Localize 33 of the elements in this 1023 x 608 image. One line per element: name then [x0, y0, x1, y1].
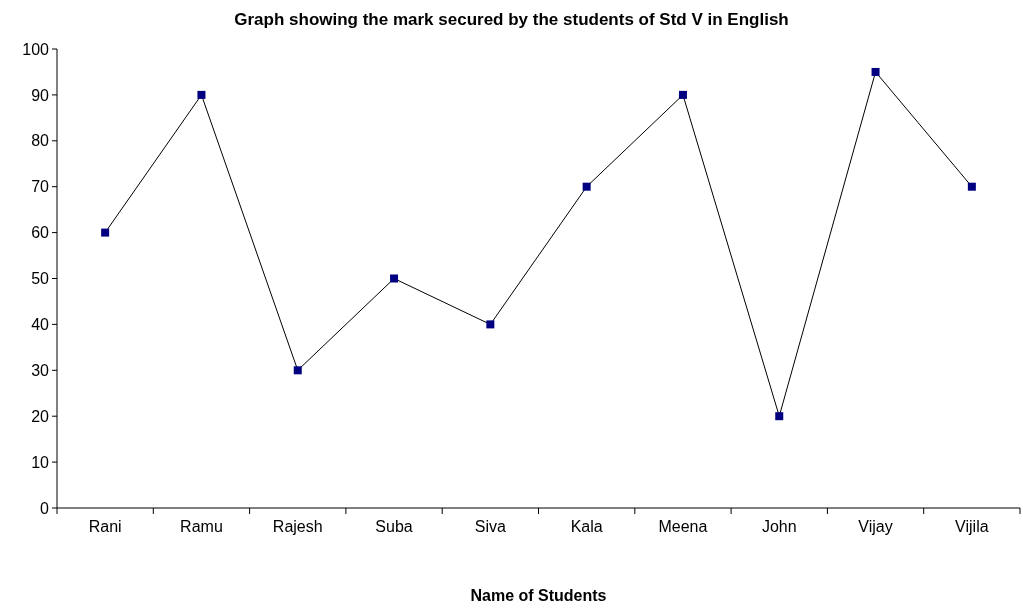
x-tick-label: Suba [375, 518, 413, 535]
y-tick-label: 50 [31, 270, 50, 288]
y-tick-label: 20 [31, 407, 50, 425]
y-tick-label: 80 [31, 132, 50, 150]
point [871, 67, 880, 76]
x-tick-label: Vijila [955, 518, 989, 535]
point [582, 182, 591, 191]
x-tick-label: Rani [88, 518, 122, 535]
y-tick-label: 0 [40, 499, 50, 517]
y-tick-label: 60 [31, 224, 50, 242]
point [678, 90, 687, 99]
y-tick-label: 30 [31, 361, 50, 379]
y-tick-label: 40 [31, 316, 50, 333]
y-tick-label: 10 [31, 453, 50, 471]
x-tick-label: Siva [474, 518, 507, 535]
point [390, 274, 399, 283]
x-axis-title: Name of Students [470, 587, 607, 604]
x-tick-label: Vijay [858, 518, 893, 535]
point [101, 228, 110, 237]
point [293, 366, 302, 375]
point [486, 320, 495, 329]
point [197, 90, 206, 99]
x-tick-label: Kala [570, 518, 603, 535]
y-tick-label: 70 [31, 178, 50, 196]
y-tick-label: 100 [22, 40, 50, 58]
y-tick-label: 90 [31, 86, 50, 104]
x-tick-label: Rajesh [272, 518, 323, 535]
chart-title: Graph showing the mark secured by the students of Std V in English [234, 10, 789, 29]
x-tick-label: Ramu [180, 518, 223, 535]
point [775, 412, 784, 421]
point [967, 182, 976, 191]
x-tick-label: Meena [658, 518, 708, 535]
x-tick-label: John [761, 518, 797, 535]
